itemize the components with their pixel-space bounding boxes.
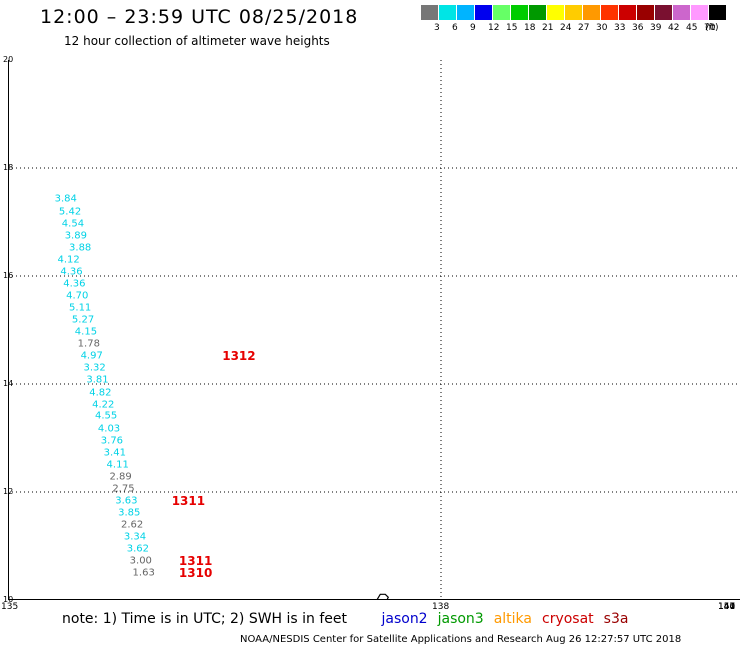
legend-swatch: [619, 5, 636, 20]
latitude-tick-label: 10: [3, 595, 14, 604]
wave-height-value: 1.63: [132, 567, 155, 579]
legend-label: 36: [632, 23, 644, 33]
legend-swatch: [565, 5, 582, 20]
latitude-tick-label: 14: [3, 379, 14, 388]
legend-label: 70: [704, 23, 716, 33]
wave-height-value: 3.89: [64, 230, 87, 242]
legend-label: 33: [614, 23, 626, 33]
legend-swatch: [457, 5, 474, 20]
legend-label: 3: [434, 23, 440, 33]
wave-height-value: 3.81: [86, 374, 109, 386]
wave-height-value: 4.11: [106, 459, 129, 471]
legend-label: 27: [578, 23, 590, 33]
latitude-tick-label: 18: [3, 163, 14, 172]
longitude-tick-label: 138: [432, 602, 450, 612]
legend-unit: (ft): [705, 23, 719, 33]
wave-height-value: 4.36: [60, 266, 83, 278]
legend-swatch: [511, 5, 528, 20]
legend-swatch: [493, 5, 510, 20]
longitude-tick-label: 147: [718, 602, 736, 612]
satellite-name-cryosat: cryosat: [542, 611, 594, 627]
pass-time-label: 1312: [222, 349, 256, 364]
wave-height-value: 4.03: [97, 423, 121, 435]
legend-swatch: [601, 5, 618, 20]
wave-height-value: 4.55: [95, 410, 118, 422]
wave-height-value: 4.82: [89, 387, 112, 399]
longitude-tick-label: 144: [718, 602, 736, 612]
legend-label: 30: [596, 23, 608, 33]
legend-label: 45: [686, 23, 698, 33]
legend-swatch: [691, 5, 708, 20]
legend-swatch: [637, 5, 654, 20]
island-outline: [376, 593, 389, 600]
legend-swatch: [673, 5, 690, 20]
note-line: note: 1) Time is in UTC; 2) SWH is in fe…: [62, 611, 628, 627]
legend-swatch: [655, 5, 672, 20]
legend-label: 9: [470, 23, 476, 33]
map-grid: [8, 60, 740, 600]
legend-label: 42: [668, 23, 680, 33]
note-text: note: 1) Time is in UTC; 2) SWH is in fe…: [62, 611, 348, 627]
legend-label: 15: [506, 23, 518, 33]
wave-height-value: 3.88: [69, 242, 92, 254]
satellite-name-jason2: jason2: [381, 611, 428, 627]
wave-height-value: 2.89: [109, 471, 132, 483]
latitude-tick-label: 16: [3, 271, 14, 280]
wave-height-value: 2.75: [112, 483, 135, 495]
satellite-name-s3a: s3a: [603, 611, 629, 627]
latitude-tick-label: 20: [3, 55, 14, 64]
wave-height-value: 4.36: [63, 278, 86, 290]
legend-label: 21: [542, 23, 554, 33]
wave-height-value: 4.15: [74, 326, 98, 338]
longitude-tick-label: 150: [718, 602, 736, 612]
wave-height-value: 4.70: [66, 290, 89, 302]
legend-swatch: [439, 5, 456, 20]
satellite-name-jason3: jason3: [437, 611, 484, 627]
wave-height-value: 4.12: [57, 254, 80, 266]
map-subtitle: 12 hour collection of altimeter wave hei…: [64, 34, 330, 48]
pass-time-label: 1311: [178, 554, 213, 569]
wave-height-value: 1.78: [77, 338, 100, 350]
wave-height-value: 3.41: [103, 447, 126, 459]
legend-label: 18: [524, 23, 536, 33]
legend-swatch: [529, 5, 546, 20]
wave-height-value: 4.54: [61, 218, 85, 230]
legend-label: 24: [560, 23, 572, 33]
satellite-name-altika: altika: [493, 611, 532, 627]
wave-height-value: 3.34: [123, 531, 147, 543]
wave-height-value: 4.22: [92, 399, 115, 411]
wave-height-value: 3.00: [129, 555, 152, 567]
map-title: 12:00 – 23:59 UTC 08/25/2018: [40, 6, 359, 28]
legend-swatch: [709, 5, 726, 20]
wave-height-value: 3.85: [118, 507, 141, 519]
legend-label: 12: [488, 23, 500, 33]
wave-height-value: 2.62: [120, 519, 144, 531]
longitude-tick-label: 135: [1, 602, 19, 612]
wave-height-value: 5.27: [71, 314, 95, 326]
wave-height-value: 3.76: [100, 435, 124, 447]
credit-line: NOAA/NESDIS Center for Satellite Applica…: [240, 634, 682, 645]
legend-swatch: [583, 5, 600, 20]
map-frame: [8, 60, 740, 600]
legend-swatch: [475, 5, 492, 20]
wave-height-value: 3.32: [83, 362, 106, 374]
legend-label: 6: [452, 23, 458, 33]
wave-height-value: 4.97: [80, 350, 103, 362]
wave-height-value: 3.63: [115, 495, 138, 507]
wave-height-value: 3.62: [126, 543, 150, 555]
pass-time-label: 1311: [171, 493, 206, 508]
wave-height-value: 5.42: [58, 206, 82, 218]
map-plot-area: 4.474.453.713.853.984.094.154.353.883.99…: [8, 60, 740, 600]
satellite-legend: jason2 jason3 altika cryosat s3a: [351, 611, 628, 627]
wave-height-value: 5.11: [69, 302, 92, 314]
longitude-tick-label: 141: [718, 602, 736, 612]
pass-time-label: 1310: [178, 566, 213, 580]
legend-label: 39: [650, 23, 662, 33]
legend-swatch: [547, 5, 564, 20]
legend-swatch: [421, 5, 438, 20]
wave-height-value: 3.84: [54, 193, 77, 205]
latitude-tick-label: 12: [3, 487, 14, 496]
